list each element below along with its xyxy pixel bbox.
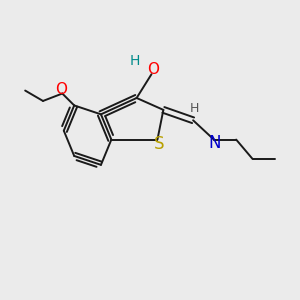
Text: H: H [130,54,140,68]
Text: O: O [147,62,159,77]
Text: N: N [208,134,221,152]
Text: H: H [190,103,199,116]
Text: S: S [154,135,164,153]
Text: O: O [55,82,67,97]
